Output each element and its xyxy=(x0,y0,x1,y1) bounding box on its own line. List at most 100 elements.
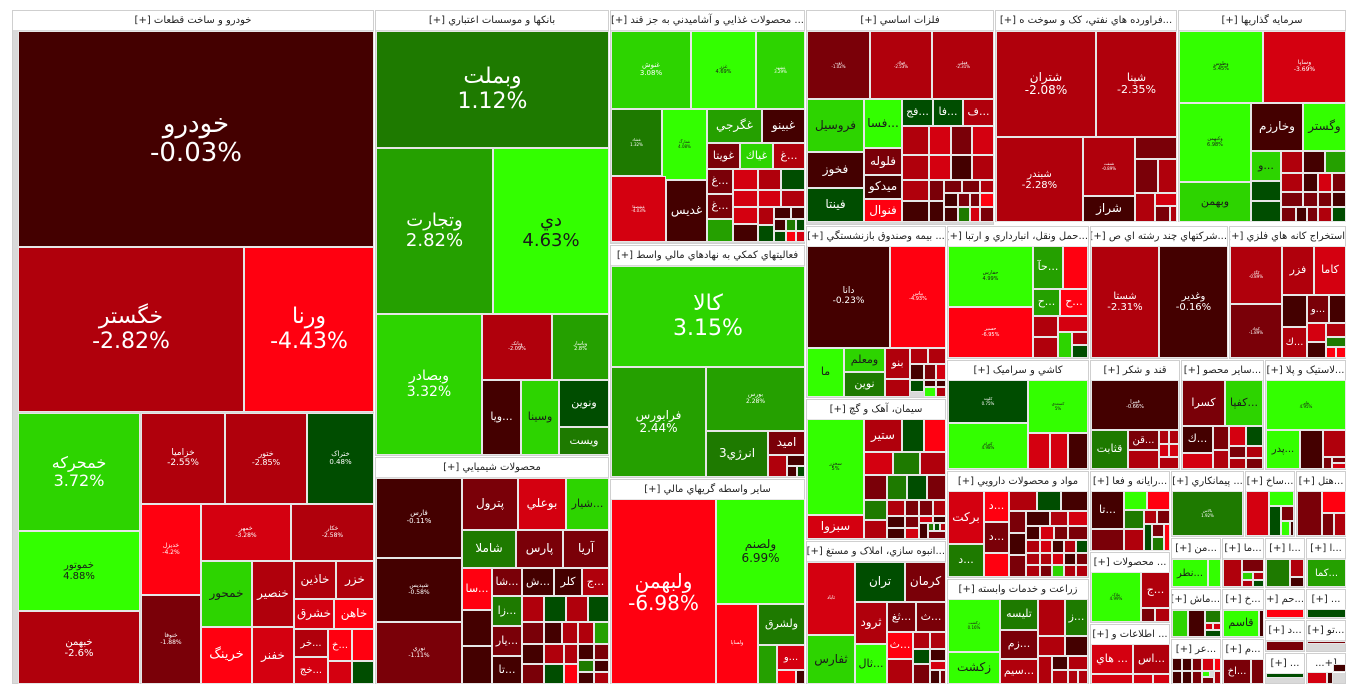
stock-tile[interactable] xyxy=(902,180,929,201)
stock-tile[interactable] xyxy=(1290,577,1304,587)
stock-tile[interactable]: خودرو -0.03% xyxy=(18,31,374,247)
stock-tile[interactable] xyxy=(907,475,927,500)
stock-tile[interactable]: ...اخ xyxy=(1223,659,1251,684)
stock-tile[interactable]: ...نطر xyxy=(1172,559,1208,587)
stock-tile[interactable] xyxy=(1038,636,1065,656)
stock-tile[interactable]: ومعلم xyxy=(844,348,885,372)
stock-tile[interactable] xyxy=(924,380,936,387)
stock-tile[interactable] xyxy=(940,670,946,684)
stock-tile[interactable]: ...د xyxy=(984,522,1009,553)
stock-tile[interactable] xyxy=(944,193,958,207)
stock-tile[interactable]: ...غ xyxy=(707,169,733,194)
stock-tile[interactable] xyxy=(1182,671,1192,684)
stock-tile[interactable] xyxy=(1159,430,1169,444)
stock-tile[interactable]: فروسيل xyxy=(807,99,864,152)
stock-tile[interactable]: کترام 4.98% xyxy=(948,423,1028,469)
stock-tile[interactable]: ...ز xyxy=(1065,599,1088,636)
stock-tile[interactable] xyxy=(864,500,887,520)
stock-tile[interactable]: کسرا xyxy=(1182,380,1225,426)
sector-title-expand[interactable]: ... محصولات غذايي و آشاميدني به جز قند [… xyxy=(611,11,804,30)
stock-tile[interactable] xyxy=(1040,553,1052,565)
stock-tile[interactable] xyxy=(893,452,920,475)
stock-tile[interactable]: بالاس 1.92% xyxy=(1172,491,1243,536)
stock-tile[interactable]: حسير -6.95% xyxy=(948,307,1033,358)
stock-tile[interactable]: سبزوا xyxy=(807,515,864,539)
stock-tile[interactable] xyxy=(1141,608,1155,622)
stock-tile[interactable] xyxy=(1064,565,1076,577)
stock-tile[interactable] xyxy=(1296,207,1307,222)
stock-tile[interactable] xyxy=(930,632,946,649)
stock-tile[interactable] xyxy=(1172,610,1188,637)
stock-tile[interactable] xyxy=(578,644,594,660)
stock-tile[interactable] xyxy=(928,348,946,364)
stock-tile[interactable] xyxy=(928,531,946,539)
stock-tile[interactable] xyxy=(1038,599,1065,636)
stock-tile[interactable] xyxy=(930,661,946,670)
stock-tile[interactable] xyxy=(1038,656,1052,684)
stock-tile[interactable] xyxy=(1253,580,1264,587)
stock-tile[interactable]: خموتور 4.88% xyxy=(18,531,140,611)
stock-tile[interactable] xyxy=(1152,524,1164,537)
stock-tile[interactable]: ...و xyxy=(1251,151,1281,181)
stock-tile[interactable] xyxy=(1214,671,1221,684)
stock-tile[interactable] xyxy=(1307,641,1346,644)
stock-tile[interactable] xyxy=(1332,192,1346,207)
sector-title-expand[interactable]: ...حم [+] xyxy=(1266,590,1304,609)
stock-tile[interactable] xyxy=(1303,173,1318,192)
stock-tile[interactable] xyxy=(1281,173,1303,192)
stock-tile[interactable] xyxy=(352,661,374,684)
stock-tile[interactable] xyxy=(910,364,924,380)
sector-title-expand[interactable]: ...ساير محصو [+] xyxy=(1182,361,1263,380)
stock-tile[interactable]: شتران -2.08% xyxy=(996,31,1096,137)
stock-tile[interactable]: غمارگ 4.08% xyxy=(662,109,707,180)
stock-tile[interactable]: وتجارت 2.82% xyxy=(376,148,493,314)
stock-tile[interactable] xyxy=(1242,580,1253,587)
stock-tile[interactable]: اميد xyxy=(768,431,805,455)
stock-tile[interactable]: ...ح xyxy=(1033,289,1060,316)
stock-tile[interactable]: غنوش 3.08% xyxy=(611,31,691,109)
stock-tile[interactable] xyxy=(1009,555,1026,577)
stock-tile[interactable]: ...خر xyxy=(294,629,328,657)
stock-tile[interactable] xyxy=(1213,426,1229,450)
stock-tile[interactable] xyxy=(902,419,924,452)
stock-tile[interactable] xyxy=(944,207,958,222)
stock-tile[interactable]: تران xyxy=(855,562,905,602)
stock-tile[interactable] xyxy=(887,500,905,516)
stock-tile[interactable]: ...ك xyxy=(1182,426,1213,453)
stock-tile[interactable]: ...سا xyxy=(462,568,492,610)
stock-tile[interactable] xyxy=(1202,677,1214,684)
sector-title-expand[interactable]: ...ا [+] xyxy=(1266,539,1304,558)
stock-tile[interactable] xyxy=(1133,674,1153,684)
stock-tile[interactable]: انرژي3 xyxy=(706,431,768,477)
stock-tile[interactable] xyxy=(1266,559,1290,587)
stock-tile[interactable] xyxy=(1076,565,1088,577)
stock-tile[interactable] xyxy=(929,201,944,222)
stock-tile[interactable] xyxy=(1266,641,1304,651)
stock-tile[interactable]: بورس 2.28% xyxy=(706,367,805,431)
stock-tile[interactable] xyxy=(1269,506,1281,536)
stock-tile[interactable] xyxy=(1182,453,1213,469)
stock-tile[interactable]: خاهن xyxy=(334,599,374,629)
stock-tile[interactable]: ميدكو xyxy=(864,175,902,199)
sector-title-expand[interactable]: ... [+] xyxy=(1266,654,1304,673)
sector-title-expand[interactable]: زراعت و خدمات وابسته [+] xyxy=(948,580,1088,599)
stock-tile[interactable]: وبصادر 3.32% xyxy=(376,314,482,455)
stock-tile[interactable]: ...ج xyxy=(1141,572,1170,608)
stock-tile[interactable] xyxy=(1246,458,1263,469)
stock-tile[interactable]: کلوند 0.75% xyxy=(948,380,1028,423)
stock-tile[interactable] xyxy=(1281,506,1294,521)
stock-tile[interactable] xyxy=(936,364,946,380)
stock-tile[interactable]: ...ك xyxy=(1282,327,1307,358)
stock-tile[interactable]: ذوب -1.02% xyxy=(807,31,870,99)
stock-tile[interactable] xyxy=(1064,553,1076,565)
stock-tile[interactable] xyxy=(984,553,1009,577)
stock-tile[interactable] xyxy=(933,500,946,516)
stock-tile[interactable]: فملي -2.31% xyxy=(932,31,994,99)
stock-tile[interactable] xyxy=(1307,672,1327,684)
stock-tile[interactable]: ...غ xyxy=(707,194,733,219)
stock-tile[interactable] xyxy=(1144,524,1152,551)
stock-tile[interactable]: زکشت xyxy=(948,652,1000,684)
stock-tile[interactable] xyxy=(929,126,951,155)
stock-tile[interactable] xyxy=(1040,526,1054,540)
stock-tile[interactable] xyxy=(544,644,564,664)
